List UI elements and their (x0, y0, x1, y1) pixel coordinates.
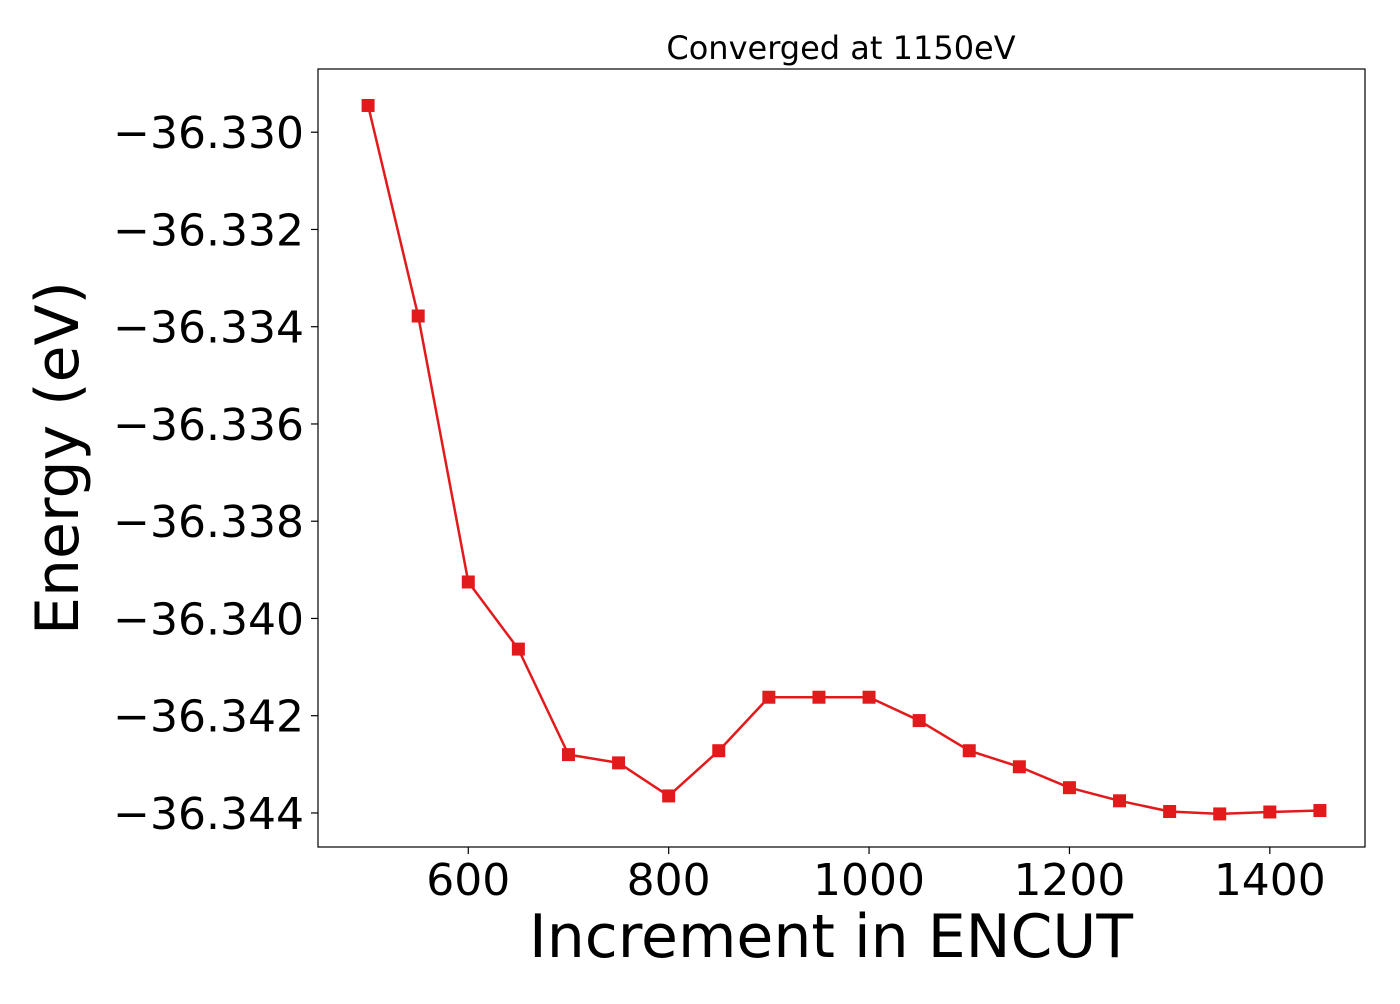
x-tick-label: 1200 (1013, 855, 1125, 906)
data-point-marker (662, 789, 676, 803)
y-axis-title: Energy (eV) (23, 281, 93, 635)
y-tick-label: −36.342 (113, 692, 304, 743)
x-axis-title: Increment in ENCUT (529, 902, 1133, 972)
y-tick-label: −36.340 (113, 594, 304, 645)
data-point-marker (561, 748, 575, 762)
y-tick-label: −36.334 (113, 303, 304, 354)
y-tick-label: −36.338 (113, 497, 304, 548)
x-tick-label: 800 (627, 855, 711, 906)
data-point-marker (1113, 794, 1127, 808)
data-point-marker (511, 642, 525, 656)
data-point-marker (612, 756, 626, 770)
data-point-marker (762, 690, 776, 704)
y-tick-label: −36.332 (113, 205, 304, 256)
data-point-marker (962, 744, 976, 758)
series-line (366, 105, 1320, 816)
y-tick-label: −36.344 (113, 789, 304, 840)
y-axis: −36.330 −36.332 −36.334 −36.336 −36.338 −36.3… (113, 108, 318, 840)
x-tick-label: 600 (426, 855, 510, 906)
data-point-marker (712, 744, 726, 758)
data-point-marker (411, 309, 425, 323)
data-point-marker (361, 98, 375, 112)
data-point-marker (1263, 805, 1277, 819)
plot-area (317, 68, 1366, 848)
x-axis: 600 800 1000 1200 1400 (426, 847, 1326, 906)
chart-title: Converged at 1150eV (666, 29, 1015, 67)
y-tick-label: −36.336 (113, 400, 304, 451)
data-point-marker (862, 690, 876, 704)
data-point-marker (1163, 805, 1177, 818)
x-tick-label: 1400 (1214, 855, 1326, 906)
y-tick-label: −36.330 (113, 108, 304, 159)
data-point-marker (812, 690, 826, 704)
plot-frame (317, 68, 1366, 848)
data-point-marker (912, 714, 926, 728)
x-tick-label: 1000 (813, 855, 925, 906)
data-point-marker (1213, 807, 1227, 821)
data-point-marker (461, 575, 475, 589)
data-point-marker (1012, 760, 1026, 774)
data-point-marker (1062, 781, 1076, 795)
data-point-marker (1313, 804, 1327, 818)
